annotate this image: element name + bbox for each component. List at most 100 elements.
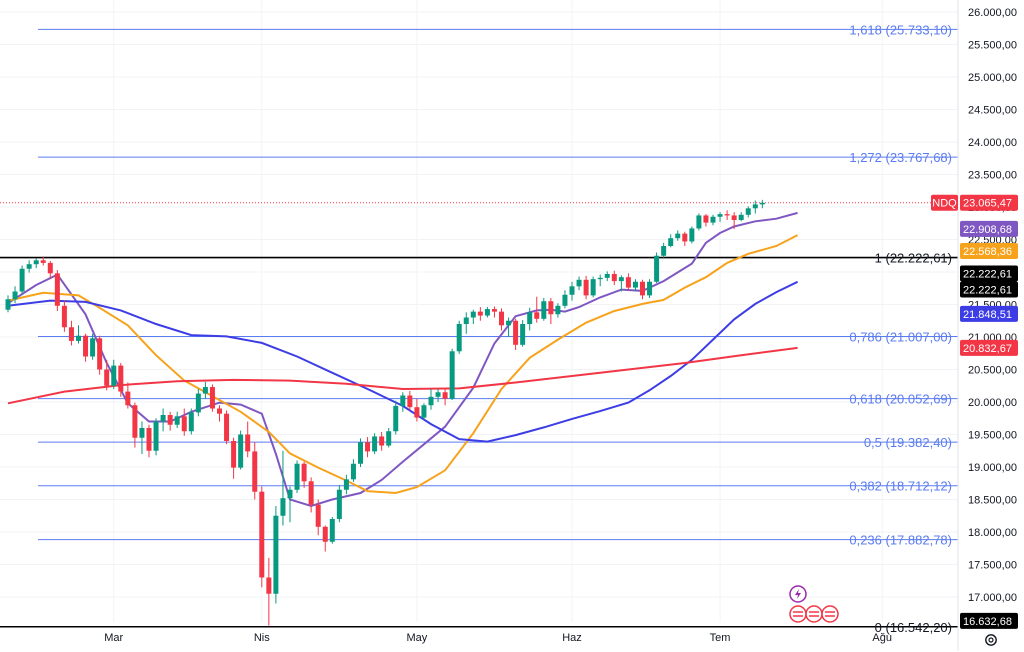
price-badge-label: 21.848,51 xyxy=(963,309,1012,321)
symbol-badge xyxy=(931,194,958,211)
price-badge-label: 20.832,67 xyxy=(963,343,1012,355)
fib-level-label: 1 (22.222,61) xyxy=(875,251,952,266)
x-tick-label: Nis xyxy=(254,632,270,644)
candle-body xyxy=(97,338,103,370)
fib-level-label: 0,382 (18.712,12) xyxy=(849,479,952,494)
y-tick-label: 19.500,00 xyxy=(968,430,1017,442)
candle-body xyxy=(33,260,39,265)
candle-body xyxy=(393,405,399,432)
candle-body xyxy=(329,519,335,542)
candle-body xyxy=(421,405,427,418)
candle-body xyxy=(76,335,81,341)
price-badge-label: 22.908,68 xyxy=(963,224,1012,236)
candle-body xyxy=(273,515,279,594)
candle-body xyxy=(252,451,258,492)
candle-body xyxy=(590,279,596,296)
candle-body xyxy=(343,479,349,490)
candle-body xyxy=(40,260,46,263)
candle-body xyxy=(435,392,441,397)
price-badge xyxy=(960,305,1018,322)
fib-level-label: 1,272 (23.767,68) xyxy=(849,150,952,165)
fib-level-label: 1,618 (25.733,10) xyxy=(849,22,952,37)
y-axis: 26.000,00 25.500,00 25.000,00 24.500,00 24.0… xyxy=(957,0,1017,651)
candle-body xyxy=(400,395,406,406)
candle-body xyxy=(752,204,758,209)
candle-body xyxy=(19,268,25,292)
settings-icon[interactable] xyxy=(984,633,998,647)
candle-body xyxy=(675,233,681,239)
price-badge xyxy=(960,281,1018,298)
candle-body xyxy=(358,442,363,464)
candle-body xyxy=(696,215,702,229)
chart-icons xyxy=(789,585,839,623)
candle-body xyxy=(245,434,251,452)
candle-body xyxy=(54,273,60,306)
candle-body xyxy=(625,277,631,288)
price-badge-label: 22.568,36 xyxy=(963,246,1012,258)
candle-body xyxy=(238,434,244,468)
candle-body xyxy=(745,208,751,215)
candle-body xyxy=(484,309,490,316)
candle-body xyxy=(562,294,568,306)
candle-body xyxy=(703,215,709,223)
candle-body xyxy=(611,273,617,282)
candle-body xyxy=(555,305,561,315)
candle-body xyxy=(83,335,89,357)
candle-body xyxy=(428,396,434,406)
candle-body xyxy=(668,238,674,246)
candle-body xyxy=(499,311,504,326)
fib-level-label: 0,786 (21.007,00) xyxy=(849,330,952,345)
candle-body xyxy=(5,299,11,310)
candle-body xyxy=(477,311,483,316)
candle-body xyxy=(449,351,455,399)
y-tick-label: 26.000,00 xyxy=(968,7,1017,19)
candle-body xyxy=(717,214,723,217)
candle-body xyxy=(470,311,476,318)
candle-body xyxy=(111,365,117,386)
candles xyxy=(5,199,765,626)
candle-body xyxy=(386,431,392,446)
lightning-icon-glyph xyxy=(795,589,801,599)
candle-body xyxy=(442,392,448,399)
candle-body xyxy=(710,216,716,223)
candle-body xyxy=(647,281,653,296)
candle-body xyxy=(160,415,166,422)
us-flag-icon xyxy=(789,605,807,623)
candle-body xyxy=(301,463,307,482)
candle-body xyxy=(759,202,765,205)
candle-body xyxy=(491,309,497,312)
price-badge-label: 16.632,68 xyxy=(963,616,1012,628)
candle-body xyxy=(202,387,208,394)
y-tick-label: 25.000,00 xyxy=(968,72,1017,84)
x-tick-label: May xyxy=(407,632,428,644)
candle-body xyxy=(724,214,730,216)
candle-body xyxy=(661,246,667,256)
candle-body xyxy=(266,577,272,594)
candle-body xyxy=(174,416,180,425)
candle-body xyxy=(689,228,695,242)
candle-body xyxy=(527,312,533,324)
y-tick-label: 18.000,00 xyxy=(968,527,1017,539)
price-badge xyxy=(960,265,1018,282)
price-badge xyxy=(960,194,1018,211)
y-tick-label: 18.500,00 xyxy=(968,495,1017,507)
candle-body xyxy=(188,412,194,432)
candle-body xyxy=(350,463,356,480)
candle-body xyxy=(61,305,67,328)
x-tick-label: Ağu xyxy=(872,632,892,644)
candle-body xyxy=(132,405,138,438)
candle-body xyxy=(118,365,124,392)
candle-body xyxy=(280,498,286,516)
candle-body xyxy=(294,463,300,490)
candle-body xyxy=(259,491,265,578)
candle-body xyxy=(583,279,589,296)
candle-body xyxy=(315,504,321,527)
y-tick-label: 20.500,00 xyxy=(968,365,1017,377)
moving-average-line xyxy=(7,234,799,495)
candle-body xyxy=(640,281,645,296)
candle-body xyxy=(308,481,314,505)
candle-body xyxy=(231,441,237,468)
candle-body xyxy=(548,301,554,315)
